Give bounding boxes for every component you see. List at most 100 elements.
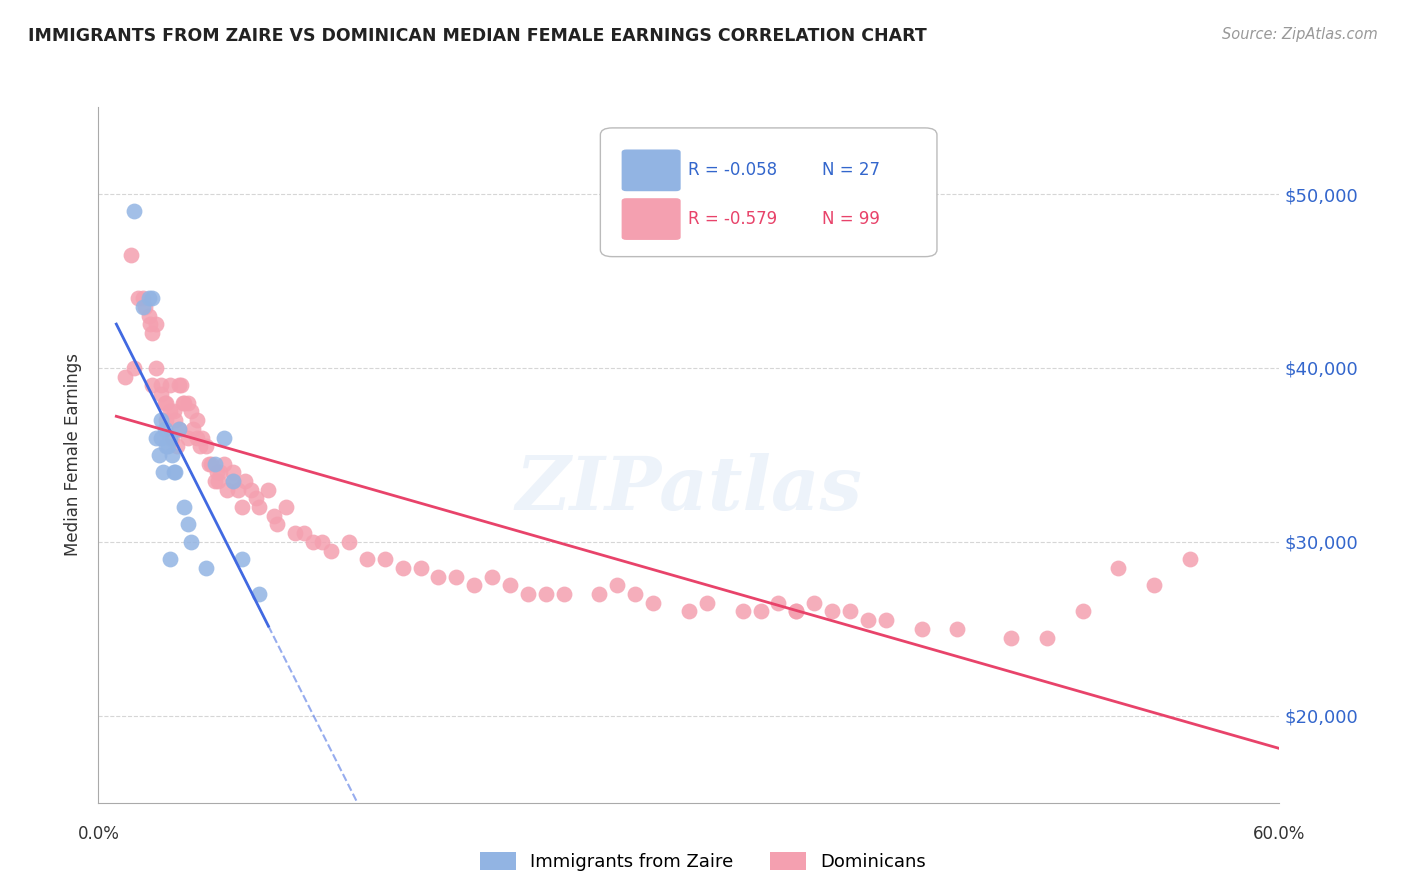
Point: [257, 483, 280, 497]
Point: [160, 448, 183, 462]
Point: [159, 552, 181, 566]
Point: [177, 396, 200, 410]
Point: [221, 474, 243, 488]
Point: [167, 378, 190, 392]
Point: [231, 552, 253, 566]
Text: N = 99: N = 99: [823, 210, 880, 228]
FancyBboxPatch shape: [621, 198, 681, 240]
Point: [145, 361, 167, 376]
Point: [209, 466, 232, 480]
Point: [194, 561, 217, 575]
Point: [141, 326, 163, 341]
FancyBboxPatch shape: [600, 128, 936, 257]
Point: [204, 474, 226, 488]
Point: [120, 248, 142, 262]
Point: [212, 457, 235, 471]
Point: [249, 500, 271, 514]
Point: [302, 535, 325, 549]
Point: [165, 466, 187, 480]
Point: [624, 587, 647, 601]
Point: [138, 291, 160, 305]
Point: [155, 439, 177, 453]
Point: [145, 318, 167, 332]
Point: [155, 396, 177, 410]
Point: [138, 309, 160, 323]
Point: [821, 605, 844, 619]
Text: N = 27: N = 27: [823, 161, 880, 179]
Point: [553, 587, 575, 601]
Point: [696, 596, 718, 610]
Point: [166, 439, 188, 453]
Point: [588, 587, 610, 601]
Point: [374, 552, 396, 566]
Text: Source: ZipAtlas.com: Source: ZipAtlas.com: [1222, 27, 1378, 42]
Point: [180, 404, 202, 418]
Point: [245, 491, 267, 506]
Point: [1071, 605, 1094, 619]
Point: [231, 500, 253, 514]
Text: R = -0.058: R = -0.058: [688, 161, 778, 179]
Point: [276, 500, 298, 514]
Point: [198, 457, 221, 471]
Text: R = -0.579: R = -0.579: [688, 210, 778, 228]
Point: [191, 431, 214, 445]
Point: [249, 587, 271, 601]
Point: [148, 448, 170, 462]
Point: [114, 369, 136, 384]
Point: [145, 431, 167, 445]
Point: [803, 596, 825, 610]
Point: [856, 613, 879, 627]
Point: [292, 526, 315, 541]
Point: [162, 466, 184, 480]
Text: IMMIGRANTS FROM ZAIRE VS DOMINICAN MEDIAN FEMALE EARNINGS CORRELATION CHART: IMMIGRANTS FROM ZAIRE VS DOMINICAN MEDIA…: [28, 27, 927, 45]
Point: [875, 613, 897, 627]
Point: [177, 431, 200, 445]
Point: [153, 396, 176, 410]
Point: [167, 422, 190, 436]
Point: [141, 378, 163, 392]
Point: [165, 413, 187, 427]
Point: [499, 578, 522, 592]
Point: [946, 622, 969, 636]
Point: [204, 457, 226, 471]
Point: [205, 466, 228, 480]
Point: [180, 535, 202, 549]
Point: [839, 605, 862, 619]
Point: [217, 483, 239, 497]
Point: [1107, 561, 1129, 575]
Point: [167, 422, 190, 436]
Point: [221, 466, 243, 480]
Point: [173, 396, 195, 410]
Point: [134, 300, 156, 314]
Point: [409, 561, 432, 575]
Point: [150, 413, 173, 427]
Text: 0.0%: 0.0%: [77, 825, 120, 843]
Point: [122, 361, 145, 376]
Point: [159, 431, 181, 445]
Point: [266, 517, 288, 532]
Point: [1000, 631, 1022, 645]
Point: [139, 318, 162, 332]
Point: [190, 439, 212, 453]
Point: [263, 508, 285, 523]
Point: [749, 605, 772, 619]
Point: [186, 431, 208, 445]
Point: [207, 474, 229, 488]
Point: [194, 439, 217, 453]
Point: [153, 422, 176, 436]
Point: [643, 596, 665, 610]
Point: [155, 413, 177, 427]
Point: [463, 578, 485, 592]
Point: [1178, 552, 1201, 566]
Point: [172, 396, 194, 410]
Point: [785, 605, 807, 619]
Point: [132, 291, 155, 305]
Point: [391, 561, 413, 575]
Point: [150, 387, 173, 401]
Point: [226, 483, 249, 497]
Point: [1143, 578, 1166, 592]
Text: 60.0%: 60.0%: [1253, 825, 1306, 843]
Point: [221, 474, 243, 488]
Point: [127, 291, 149, 305]
Point: [731, 605, 754, 619]
